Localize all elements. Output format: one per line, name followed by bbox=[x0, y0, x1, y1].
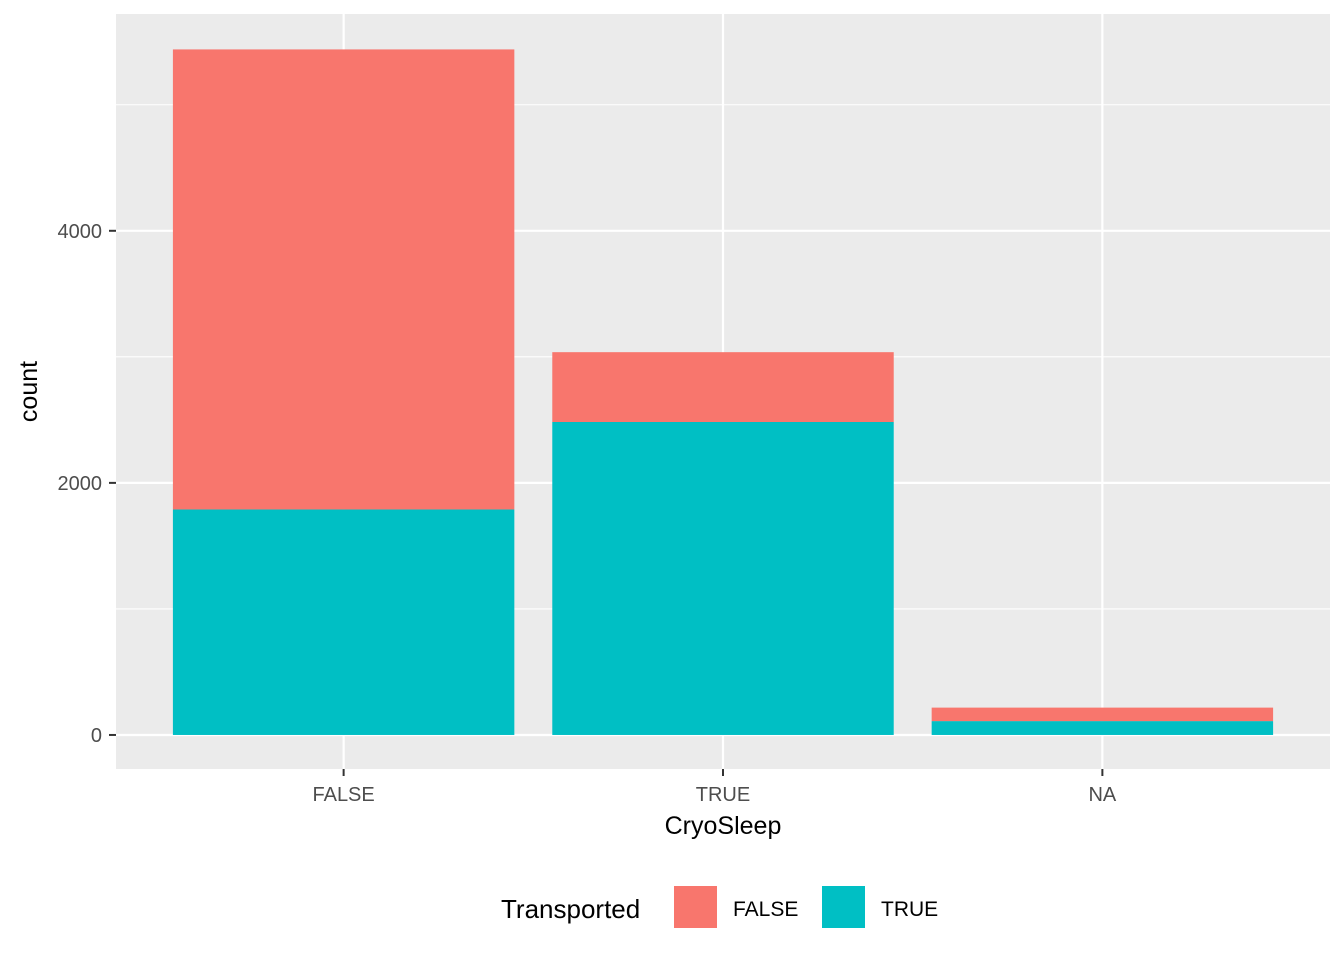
axis-ticks bbox=[109, 229, 1104, 776]
x-tick-label: TRUE bbox=[696, 784, 750, 806]
bar-true-false bbox=[552, 352, 894, 423]
bar-na-true bbox=[931, 721, 1274, 735]
x-axis-title: CryoSleep bbox=[665, 812, 782, 840]
tick-labels: 0 2000 4000 FALSE TRUE NA bbox=[58, 221, 1117, 806]
bar-false-false bbox=[172, 49, 515, 510]
x-tick-label: NA bbox=[1088, 784, 1116, 806]
legend-label-false: FALSE bbox=[733, 898, 798, 921]
bar-false-true bbox=[172, 509, 515, 735]
legend-key-false bbox=[674, 886, 717, 928]
y-tick-label: 2000 bbox=[58, 473, 103, 495]
legend-label-true: TRUE bbox=[881, 898, 938, 921]
x-tick-label: FALSE bbox=[312, 784, 374, 806]
legend-title: Transported bbox=[501, 894, 640, 924]
legend: Transported FALSE TRUE bbox=[501, 886, 938, 928]
legend-entries: FALSE TRUE bbox=[674, 886, 938, 928]
bars bbox=[172, 49, 1274, 735]
y-axis-title: count bbox=[15, 361, 43, 422]
legend-key-true bbox=[822, 886, 865, 928]
bar-na-false bbox=[931, 707, 1274, 722]
bar-true-true bbox=[552, 422, 894, 735]
y-tick-label: 0 bbox=[91, 725, 102, 747]
y-tick-label: 4000 bbox=[58, 221, 103, 243]
